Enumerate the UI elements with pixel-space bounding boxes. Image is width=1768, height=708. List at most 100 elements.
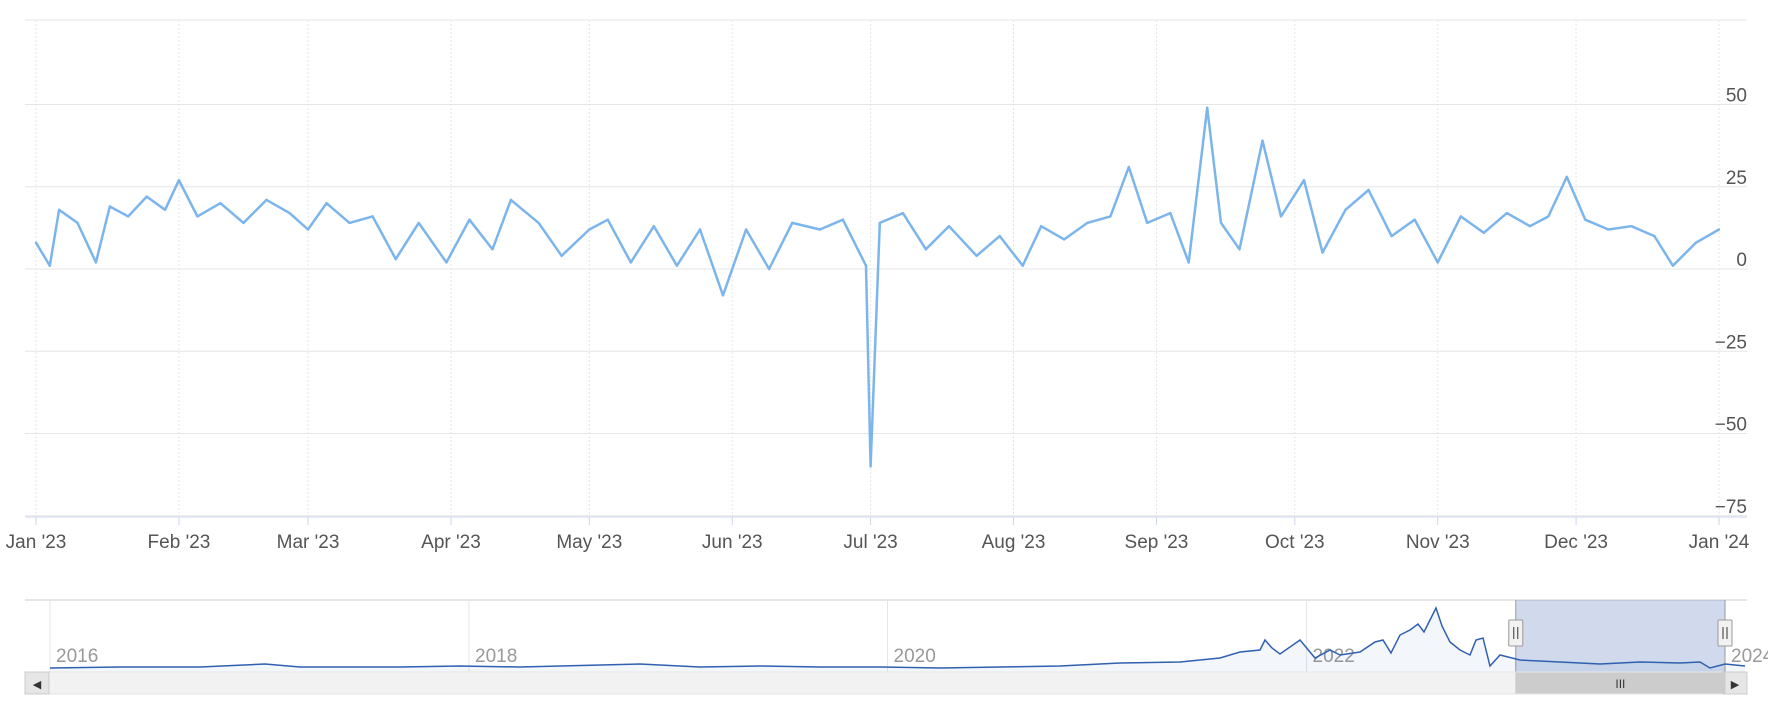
navigator-tick-label: 2016 bbox=[56, 646, 98, 667]
data-point bbox=[1671, 264, 1675, 267]
data-point bbox=[878, 221, 881, 225]
data-point bbox=[767, 267, 771, 271]
data-point bbox=[325, 202, 328, 205]
data-point bbox=[924, 248, 928, 251]
data-point bbox=[818, 228, 822, 231]
data-point bbox=[864, 264, 868, 267]
data-point bbox=[394, 257, 397, 261]
data-point bbox=[1169, 211, 1172, 215]
x-tick-label: Jan '23 bbox=[6, 532, 67, 553]
navigator-handle-right[interactable] bbox=[1717, 619, 1733, 647]
scroll-left-icon: ◀ bbox=[33, 679, 42, 691]
navigator-area bbox=[50, 608, 1745, 674]
data-point bbox=[1367, 188, 1370, 192]
data-point bbox=[1717, 228, 1721, 231]
data-point bbox=[1021, 264, 1024, 267]
x-tick-label: May '23 bbox=[556, 532, 622, 553]
data-point bbox=[1528, 225, 1532, 228]
scrollbar-track bbox=[24, 671, 1748, 695]
plot-grid bbox=[25, 19, 1747, 517]
navigator-tick-label: 2024 bbox=[1731, 646, 1768, 667]
navigator-tick-label: 2022 bbox=[1313, 646, 1355, 667]
data-point bbox=[288, 211, 291, 215]
navigator-handle-left-body bbox=[1508, 619, 1524, 647]
y-tick-label: −75 bbox=[1715, 497, 1747, 518]
data-point bbox=[48, 264, 51, 267]
data-point bbox=[219, 202, 222, 205]
plot-axes: Jan '23 Feb '23 Mar '23 Apr '23 May '23 Jun '… bbox=[6, 86, 1750, 554]
x-tick-label: Jun '23 bbox=[702, 532, 763, 553]
navigator-handle-right-body bbox=[1717, 619, 1733, 647]
data-point bbox=[698, 228, 702, 231]
data-point bbox=[1436, 261, 1439, 264]
data-point bbox=[306, 228, 310, 231]
y-tick-label: 25 bbox=[1726, 168, 1747, 189]
data-point bbox=[744, 228, 748, 231]
x-tick-label: Jul '23 bbox=[843, 532, 897, 553]
navigator-handle-left[interactable] bbox=[1508, 619, 1524, 647]
data-point bbox=[34, 241, 38, 244]
x-tick-label: Feb '23 bbox=[148, 532, 211, 553]
data-point bbox=[491, 248, 494, 251]
scroll-left-button[interactable] bbox=[24, 671, 50, 695]
navigator-tick-label: 2018 bbox=[475, 646, 517, 667]
data-point bbox=[998, 234, 1001, 238]
data-point bbox=[57, 208, 61, 211]
data-point bbox=[1187, 261, 1190, 264]
data-point bbox=[947, 225, 951, 228]
data-point bbox=[1261, 139, 1264, 142]
x-tick-label: Apr '23 bbox=[421, 532, 481, 553]
data-point bbox=[468, 218, 471, 221]
data-point bbox=[76, 221, 79, 225]
data-point bbox=[841, 218, 845, 221]
plot-series bbox=[34, 106, 1721, 468]
data-point bbox=[94, 261, 98, 264]
x-tick-label: Aug '23 bbox=[982, 532, 1046, 553]
data-point bbox=[1146, 221, 1149, 225]
x-tick-label: Oct '23 bbox=[1265, 532, 1325, 553]
scrollbar-grip-icon: III bbox=[1615, 677, 1625, 691]
data-point bbox=[1505, 211, 1509, 215]
x-tick-label: Dec '23 bbox=[1544, 532, 1608, 553]
navigator-tick-label: 2020 bbox=[894, 646, 936, 667]
data-point bbox=[265, 198, 268, 202]
data-point bbox=[560, 254, 563, 257]
data-point bbox=[348, 221, 351, 225]
data-point bbox=[1584, 218, 1587, 221]
data-point bbox=[1219, 221, 1223, 225]
scrollbar-thumb[interactable] bbox=[1515, 672, 1726, 694]
data-point bbox=[509, 198, 513, 202]
data-point bbox=[417, 221, 420, 225]
series-line bbox=[34, 106, 1720, 468]
data-point bbox=[127, 215, 130, 218]
y-tick-label: −50 bbox=[1715, 415, 1747, 436]
scrollbar[interactable]: ◀ ▶ III bbox=[24, 671, 1748, 695]
navigator-line bbox=[49, 606, 1746, 669]
data-point bbox=[1344, 208, 1347, 211]
data-point bbox=[1040, 225, 1043, 228]
data-point bbox=[1565, 175, 1569, 179]
data-point bbox=[537, 221, 540, 225]
data-point bbox=[975, 254, 978, 257]
data-point bbox=[1302, 179, 1306, 182]
data-point bbox=[901, 211, 905, 215]
data-point bbox=[1238, 248, 1241, 251]
data-point bbox=[869, 465, 872, 468]
data-point bbox=[1547, 215, 1550, 218]
y-tick-label: 0 bbox=[1736, 250, 1747, 271]
data-point bbox=[1607, 228, 1610, 231]
data-point bbox=[606, 218, 609, 221]
data-point bbox=[163, 208, 167, 211]
data-point bbox=[1086, 221, 1089, 225]
data-point bbox=[108, 205, 112, 208]
data-point bbox=[675, 264, 679, 267]
navigator[interactable]: 2016 2018 2020 2022 2024 bbox=[25, 599, 1768, 674]
data-point bbox=[1127, 165, 1131, 169]
data-point bbox=[1206, 106, 1209, 110]
data-point bbox=[629, 261, 632, 264]
data-point bbox=[242, 221, 245, 225]
data-point bbox=[445, 261, 448, 264]
data-point bbox=[1279, 215, 1283, 218]
